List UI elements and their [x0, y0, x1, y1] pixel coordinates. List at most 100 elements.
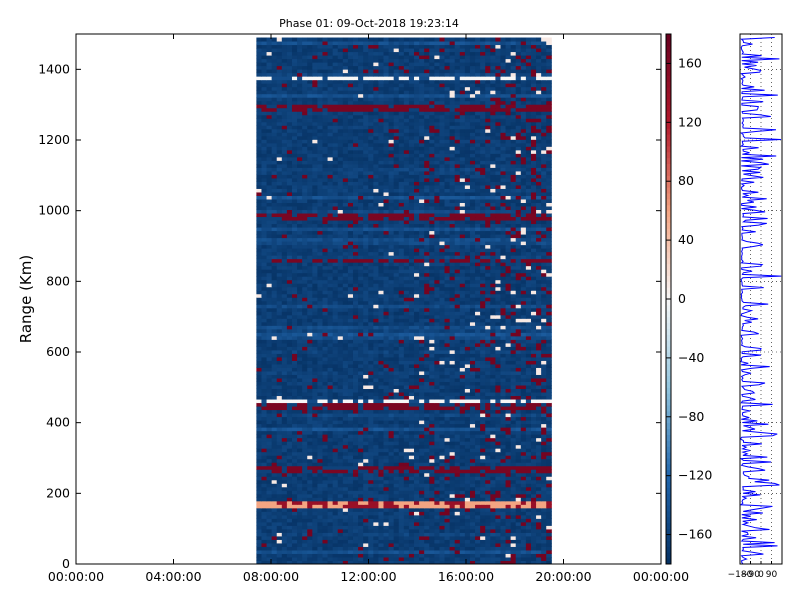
- heatmap-cell: [307, 528, 313, 533]
- heatmap-cell: [363, 332, 369, 337]
- heatmap-cell: [454, 349, 461, 354]
- heatmap-cell: [322, 416, 329, 421]
- heatmap-cell: [327, 377, 334, 382]
- heatmap-cell: [327, 441, 334, 446]
- heatmap-cell: [383, 342, 390, 347]
- heatmap-cell: [510, 539, 517, 544]
- heatmap-cell: [291, 441, 298, 446]
- heatmap-cell: [490, 286, 496, 291]
- heatmap-cell: [327, 300, 334, 305]
- heatmap-cell: [358, 360, 364, 365]
- heatmap-cell: [454, 297, 461, 302]
- heatmap-cell: [317, 455, 323, 460]
- heatmap-cell: [286, 535, 293, 540]
- heatmap-cell: [505, 546, 512, 551]
- heatmap-cell: [393, 448, 400, 453]
- heatmap-cell: [541, 304, 547, 309]
- heatmap-cell: [322, 462, 329, 467]
- heatmap-cell: [271, 367, 278, 372]
- heatmap-cell: [536, 328, 542, 333]
- heatmap-cell: [505, 370, 512, 375]
- heatmap-cell: [291, 385, 298, 390]
- heatmap-cell: [530, 342, 537, 347]
- heatmap-cell: [352, 427, 359, 432]
- heatmap-cell: [302, 367, 308, 372]
- heatmap-cell: [469, 279, 476, 284]
- heatmap-cell: [475, 353, 481, 358]
- heatmap-cell: [291, 409, 298, 414]
- heatmap-cell: [373, 370, 379, 375]
- heatmap-cell: [363, 272, 369, 277]
- heatmap-cell: [530, 297, 537, 302]
- heatmap-cell: [515, 549, 522, 554]
- heatmap-cell: [546, 553, 552, 558]
- heatmap-cell: [500, 483, 507, 488]
- heatmap-cell: [454, 318, 461, 323]
- heatmap-cell: [378, 388, 385, 393]
- heatmap-cell: [393, 493, 400, 498]
- heatmap-cell: [525, 476, 532, 481]
- heatmap-cell: [434, 332, 440, 337]
- heatmap-cell: [358, 356, 364, 361]
- heatmap-cell: [398, 462, 405, 467]
- heatmap-cell: [414, 374, 420, 379]
- heatmap-cell: [403, 279, 410, 284]
- heatmap-cell: [352, 293, 359, 298]
- heatmap-cell: [464, 528, 471, 533]
- heatmap-cell: [490, 476, 496, 481]
- heatmap-cell: [312, 528, 318, 533]
- heatmap-cell: [490, 300, 496, 305]
- heatmap-cell: [495, 469, 501, 474]
- heatmap-cell: [495, 532, 501, 537]
- heatmap-cell: [342, 532, 349, 537]
- heatmap-cell: [500, 265, 507, 270]
- heatmap-cell: [424, 346, 430, 351]
- heatmap-cell: [332, 385, 339, 390]
- heatmap-cell: [393, 500, 400, 505]
- heatmap-cell: [291, 476, 298, 481]
- heatmap-cell: [373, 349, 379, 354]
- heatmap-cell: [414, 325, 420, 330]
- heatmap-cell: [403, 377, 410, 382]
- heatmap-cell: [434, 504, 440, 509]
- heatmap-cell: [459, 409, 466, 414]
- heatmap-cell: [332, 286, 339, 291]
- heatmap-cell: [327, 318, 334, 323]
- heatmap-cell: [373, 353, 379, 358]
- heatmap-cell: [480, 262, 486, 267]
- heatmap-cell: [505, 311, 512, 316]
- heatmap-cell: [266, 539, 273, 544]
- heatmap-cell: [444, 549, 451, 554]
- heatmap-cell: [520, 293, 527, 298]
- heatmap-cell: [480, 293, 486, 298]
- heatmap-cell: [312, 307, 318, 312]
- heatmap-cell: [464, 532, 471, 537]
- heatmap-cell: [424, 539, 430, 544]
- heatmap-cell: [525, 385, 532, 390]
- heatmap-cell: [332, 553, 339, 558]
- heatmap-cell: [408, 535, 415, 540]
- heatmap-cell: [403, 427, 410, 432]
- heatmap-cell: [307, 262, 313, 267]
- heatmap-cell: [408, 528, 415, 533]
- heatmap-cell: [546, 325, 552, 330]
- heatmap-cell: [530, 539, 537, 544]
- heatmap-cell: [332, 493, 339, 498]
- heatmap-cell: [475, 413, 481, 418]
- heatmap-cell: [332, 525, 339, 530]
- heatmap-cell: [388, 392, 395, 397]
- heatmap-cell: [459, 518, 466, 523]
- heatmap-cell: [256, 406, 262, 411]
- heatmap-cell: [464, 399, 471, 404]
- heatmap-cell: [449, 546, 456, 551]
- heatmap-cell: [520, 465, 527, 470]
- heatmap-cell: [408, 262, 415, 267]
- heatmap-cell: [510, 465, 517, 470]
- heatmap-cell: [337, 420, 344, 425]
- heatmap-cell: [256, 451, 262, 456]
- heatmap-cell: [408, 283, 415, 288]
- heatmap-cell: [403, 367, 410, 372]
- heatmap-cell: [485, 409, 491, 414]
- heatmap-cell: [444, 367, 451, 372]
- heatmap-cell: [317, 465, 323, 470]
